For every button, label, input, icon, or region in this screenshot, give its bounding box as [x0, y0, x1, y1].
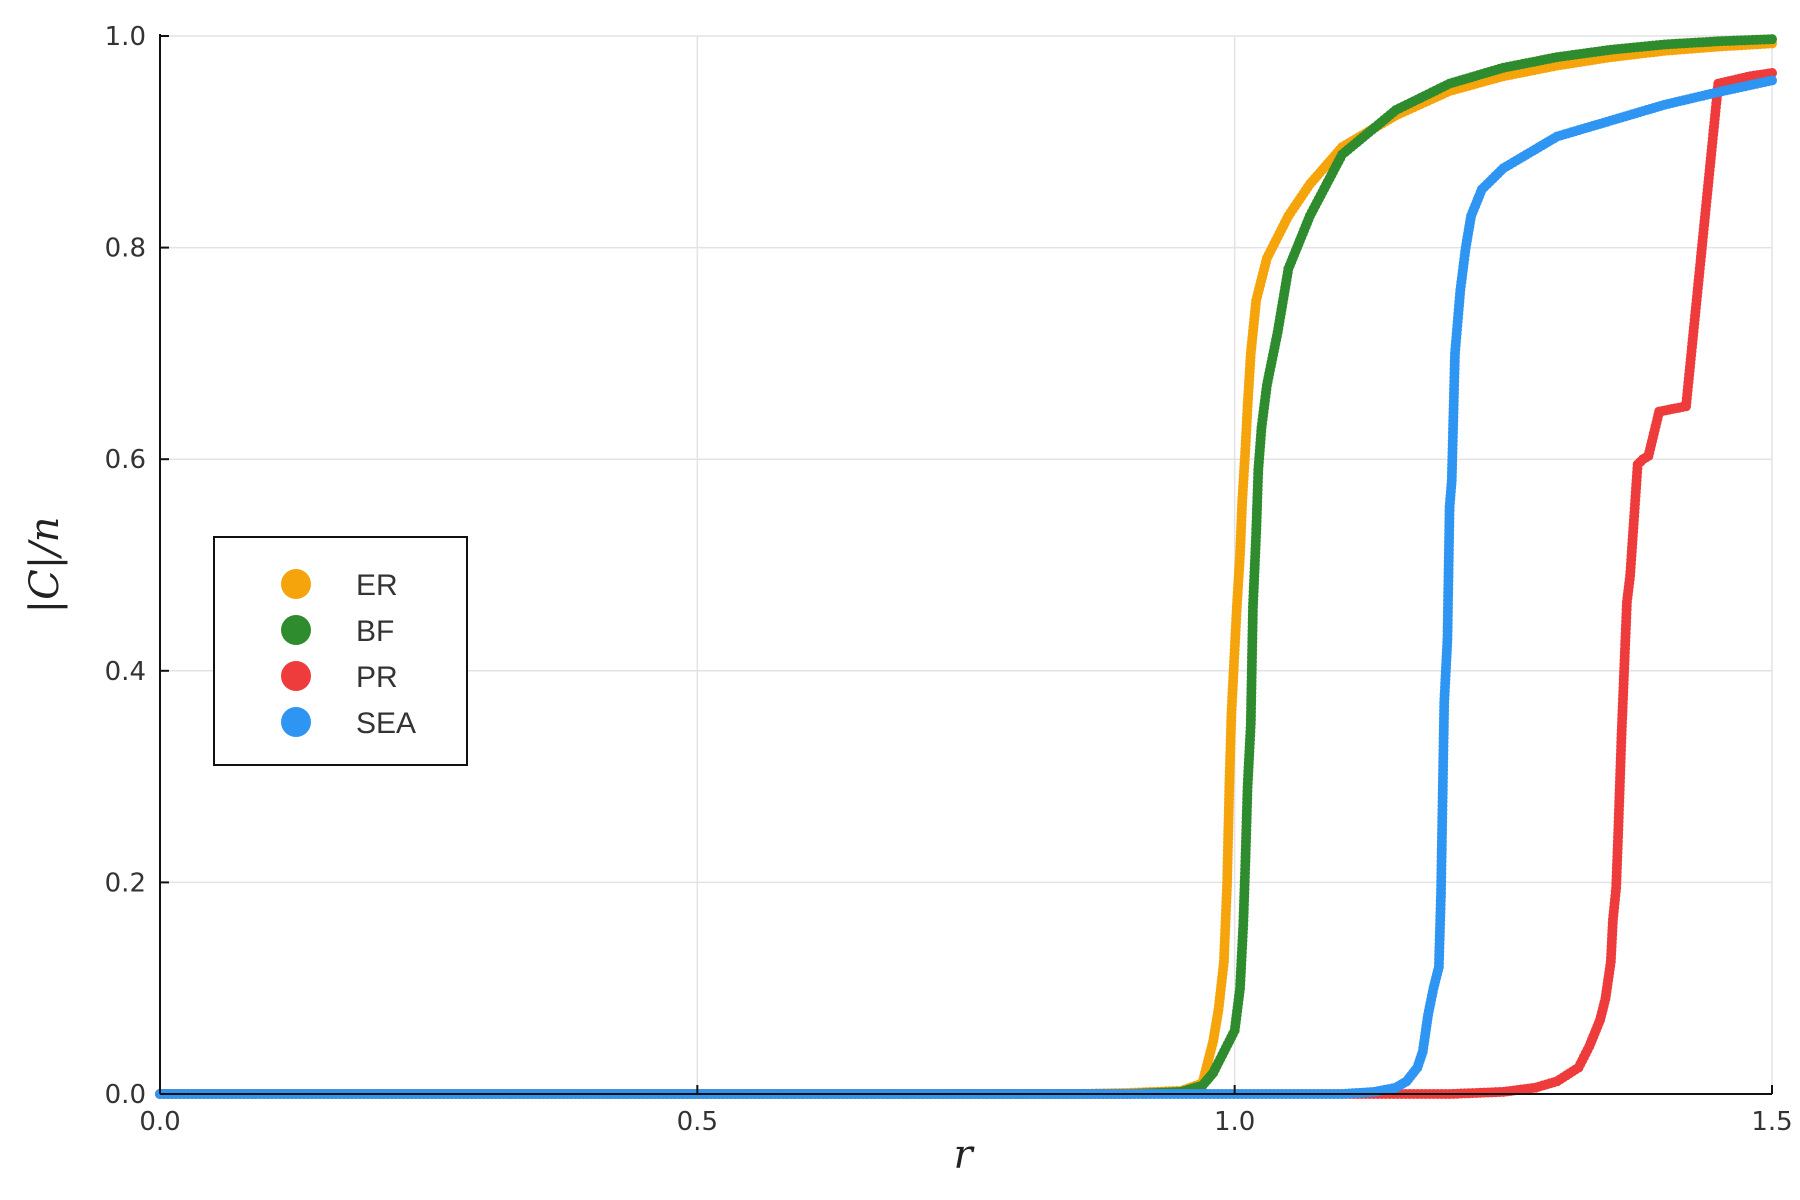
- legend-marker-sea: [281, 707, 311, 737]
- y-axis-label: |C|/n: [22, 517, 68, 614]
- data-point: [1767, 34, 1777, 45]
- series-sea: [155, 75, 1777, 1099]
- x-axis-label: r: [953, 1132, 975, 1178]
- x-tick-label: 0.5: [677, 1107, 718, 1137]
- y-tick-label: 0.0: [105, 1080, 146, 1110]
- axes: [159, 34, 1773, 1095]
- legend-label-sea: SEA: [356, 707, 416, 740]
- y-tick-label: 1.0: [105, 22, 146, 52]
- x-tick-label: 1.5: [1751, 1107, 1792, 1137]
- y-tick-label: 0.2: [105, 868, 146, 898]
- legend-marker-er: [281, 569, 311, 599]
- data-point: [1767, 75, 1777, 86]
- x-tick-label: 1.0: [1214, 1107, 1255, 1137]
- data-point: [1767, 68, 1777, 79]
- legend-label-bf: BF: [356, 615, 394, 648]
- x-tick-label: 0.0: [139, 1107, 180, 1137]
- legend-label-pr: PR: [356, 661, 398, 694]
- y-tick-label: 0.8: [105, 234, 146, 264]
- legend-marker-pr: [281, 661, 311, 691]
- y-tick-label: 0.4: [105, 657, 146, 687]
- legend-box: [213, 536, 468, 766]
- tick-labels: 0.0 0.5 1.0 1.5 0.0 0.2 0.4 0.6 0.8 1.0: [105, 22, 1793, 1137]
- legend-label-er: ER: [356, 569, 398, 602]
- legend-marker-bf: [281, 615, 311, 645]
- y-tick-label: 0.6: [105, 445, 146, 475]
- legend: ER BF PR SEA: [213, 536, 468, 766]
